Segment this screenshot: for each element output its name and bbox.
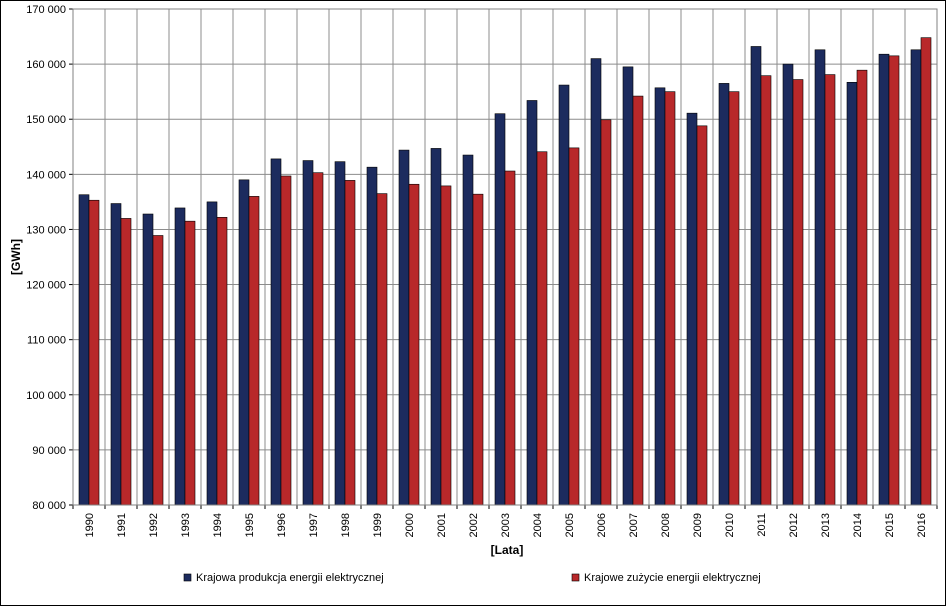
bar-zuzycie-1998 [344,180,356,506]
plot-border [72,8,938,506]
x-tick-label: 2007 [628,513,640,537]
y-tick-label: 120 000 [26,280,66,292]
bar-produkcja-2011 [750,46,762,506]
bar-zuzycie-2002 [472,193,484,506]
x-tick-label: 1992 [148,513,160,537]
bar-zuzycie-2013 [824,74,836,506]
bar-zuzycie-1992 [152,235,164,506]
bar-produkcja-2012 [782,63,794,506]
bar-zuzycie-2007 [632,95,644,506]
x-tick-label: 2009 [692,513,704,537]
bar-produkcja-1997 [302,160,314,506]
x-tick-label: 1994 [212,513,224,537]
x-tick-label: 2011 [756,513,768,537]
bar-produkcja-2002 [462,154,474,506]
bar-produkcja-2008 [654,87,666,506]
bar-produkcja-1996 [270,158,282,506]
bar-produkcja-1995 [238,179,250,506]
bar-zuzycie-1990 [88,199,100,506]
legend-swatch-zuzycie [571,573,580,582]
bar-produkcja-2015 [878,53,890,506]
bar-zuzycie-1991 [120,218,132,506]
x-tick-label: 2004 [532,513,544,537]
x-tick-label: 2006 [596,513,608,537]
x-tick-label: 2003 [500,513,512,537]
legend-swatch-produkcja [183,573,192,582]
bar-zuzycie-1995 [248,196,260,506]
bar-zuzycie-1993 [184,220,196,506]
bar-zuzycie-2000 [408,183,420,506]
bar-zuzycie-2005 [568,147,580,506]
bar-produkcja-2000 [398,149,410,506]
bar-zuzycie-2010 [728,91,740,506]
x-axis-title: [Lata] [491,543,524,557]
x-tick-label: 1993 [180,513,192,537]
bar-zuzycie-2006 [600,119,612,506]
bar-produkcja-1991 [110,203,122,506]
x-tick-label: 2000 [404,513,416,537]
bar-produkcja-2001 [430,148,442,506]
bar-zuzycie-2014 [856,69,868,506]
y-tick-label: 100 000 [26,390,66,402]
x-tick-label: 1995 [244,513,256,537]
x-tick-label: 2012 [788,513,800,537]
x-tick-label: 1996 [276,513,288,537]
x-tick-label: 2016 [916,513,928,537]
x-tick-label: 1999 [372,513,384,537]
x-tick-label: 2001 [436,513,448,537]
bar-zuzycie-1994 [216,217,228,506]
y-tick-label: 130 000 [26,224,66,236]
y-tick-label: 110 000 [27,335,66,347]
bar-produkcja-1992 [142,213,154,506]
x-tick-label: 2005 [564,513,576,537]
bar-zuzycie-2011 [760,75,772,506]
x-tick-label: 2010 [724,513,736,537]
bar-zuzycie-2003 [504,170,516,506]
x-tick-label: 2015 [884,513,896,537]
x-tick-label: 2014 [852,513,864,537]
bar-zuzycie-2016 [920,37,932,506]
legend-label-produkcja: Krajowa produkcja energii elektrycznej [196,572,384,584]
y-tick-label: 150 000 [26,114,66,126]
legend-label-zuzycie: Krajowe zużycie energii elektrycznej [584,572,761,584]
y-tick-label: 160 000 [26,59,66,71]
x-tick-label: 1998 [340,513,352,537]
bar-produkcja-1993 [174,207,186,506]
bar-produkcja-2003 [494,113,506,506]
bar-zuzycie-2015 [888,55,900,506]
x-tick-label: 2013 [820,513,832,537]
y-tick-label: 140 000 [26,169,66,181]
bar-produkcja-2006 [590,58,602,506]
bar-zuzycie-2001 [440,185,452,506]
bar-zuzycie-1999 [376,193,388,506]
bar-produkcja-1999 [366,166,378,506]
x-tick-label: 1991 [116,513,128,537]
y-tick-label: 90 000 [32,445,66,457]
y-tick-label: 170 000 [26,4,66,16]
bar-produkcja-1994 [206,201,218,506]
y-tick-label: 80 000 [32,500,66,512]
bar-produkcja-1998 [334,161,346,506]
bar-zuzycie-2009 [696,125,708,506]
x-tick-label: 2008 [660,513,672,537]
bar-zuzycie-2004 [536,151,548,506]
bar-produkcja-2013 [814,49,826,506]
bar-zuzycie-1996 [280,175,292,506]
bar-produkcja-2005 [558,84,570,506]
bar-zuzycie-1997 [312,172,324,506]
x-tick-label: 1990 [84,513,96,537]
x-tick-label: 1997 [308,513,320,537]
bar-produkcja-2010 [718,83,730,506]
y-axis-title: [GWh] [9,239,23,275]
x-tick-label: 2002 [468,513,480,537]
bar-produkcja-2014 [846,81,858,506]
bar-produkcja-2007 [622,66,634,506]
bar-produkcja-1990 [78,194,90,506]
bar-zuzycie-2012 [792,79,804,506]
bar-produkcja-2009 [686,112,698,506]
bar-zuzycie-2008 [664,91,676,506]
bar-produkcja-2016 [910,49,922,506]
bar-produkcja-2004 [526,100,538,506]
